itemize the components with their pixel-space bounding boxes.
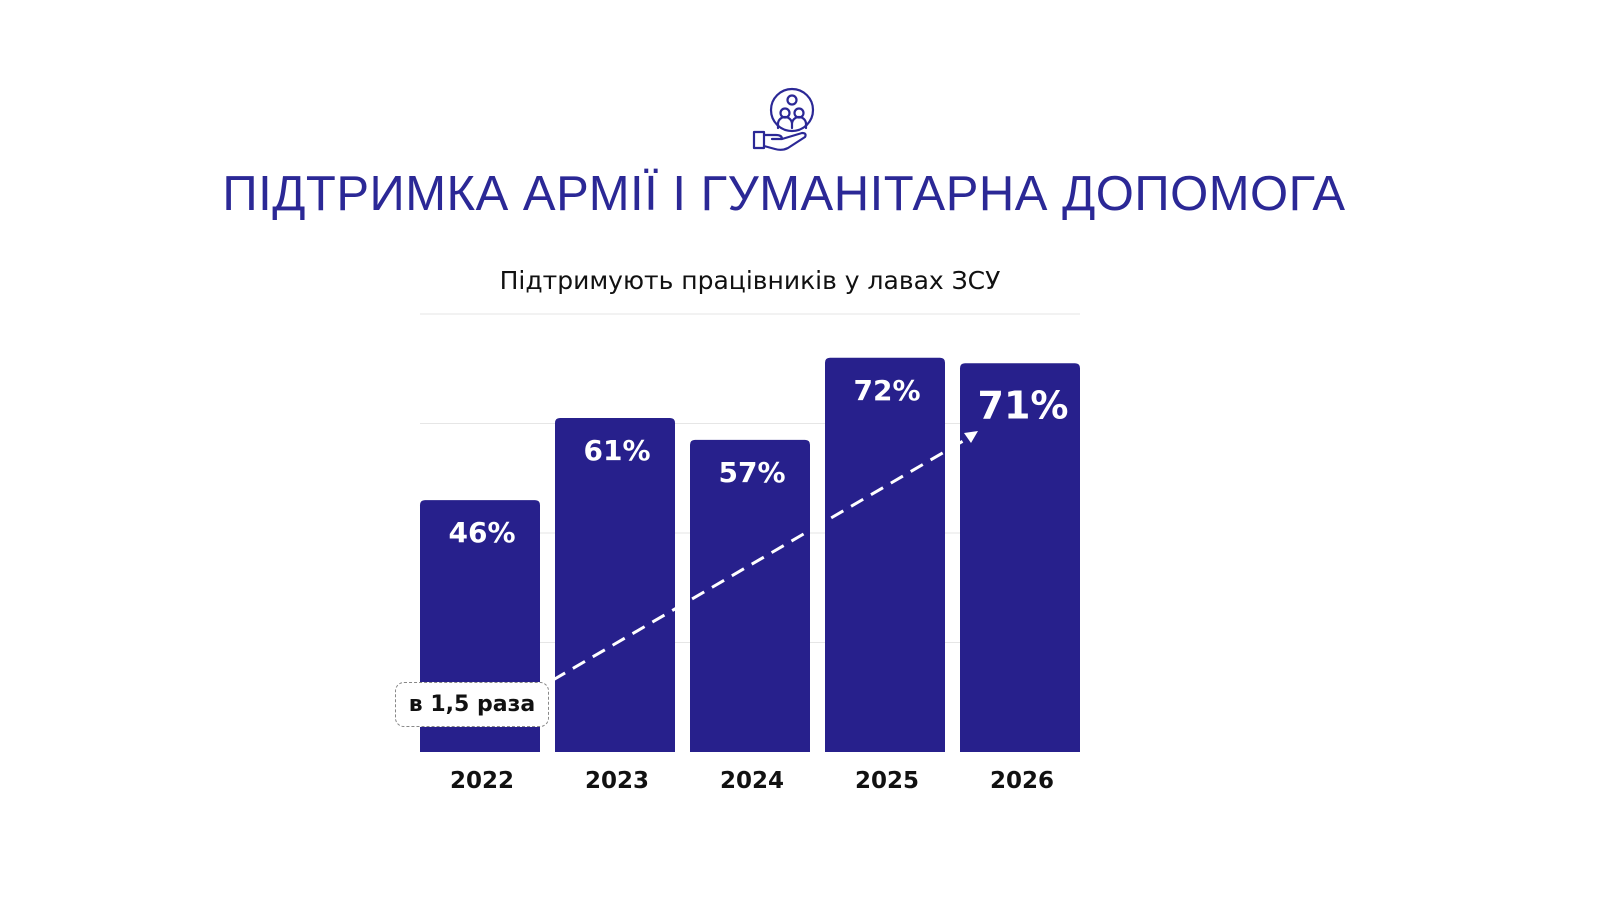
trend-arrow-head-icon xyxy=(964,431,978,443)
x-tick-label: 2026 xyxy=(990,768,1054,794)
data-label: 61% xyxy=(583,434,650,467)
x-tick-label: 2024 xyxy=(720,768,784,794)
data-label: 57% xyxy=(718,456,785,489)
data-label: 72% xyxy=(853,374,920,407)
page-title: ПІДТРИМКА АРМІЇ І ГУМАНІТАРНА ДОПОМОГА xyxy=(222,167,1346,221)
x-tick-label: 2022 xyxy=(450,768,514,794)
x-tick-label: 2025 xyxy=(855,768,919,794)
data-label: 71% xyxy=(978,383,1069,427)
bar-2025 xyxy=(825,357,945,752)
bar-2023 xyxy=(555,418,675,752)
growth-annotation-badge: в 1,5 раза xyxy=(395,682,549,727)
hand-holding-people-icon xyxy=(752,87,815,151)
x-tick-label: 2023 xyxy=(585,768,649,794)
chart-title: Підтримують працівників у лавах ЗСУ xyxy=(499,266,1001,295)
bar-2026 xyxy=(960,363,1080,752)
data-label: 46% xyxy=(448,516,515,549)
trend-arrow-line xyxy=(552,435,971,682)
bar-2024 xyxy=(690,439,810,752)
